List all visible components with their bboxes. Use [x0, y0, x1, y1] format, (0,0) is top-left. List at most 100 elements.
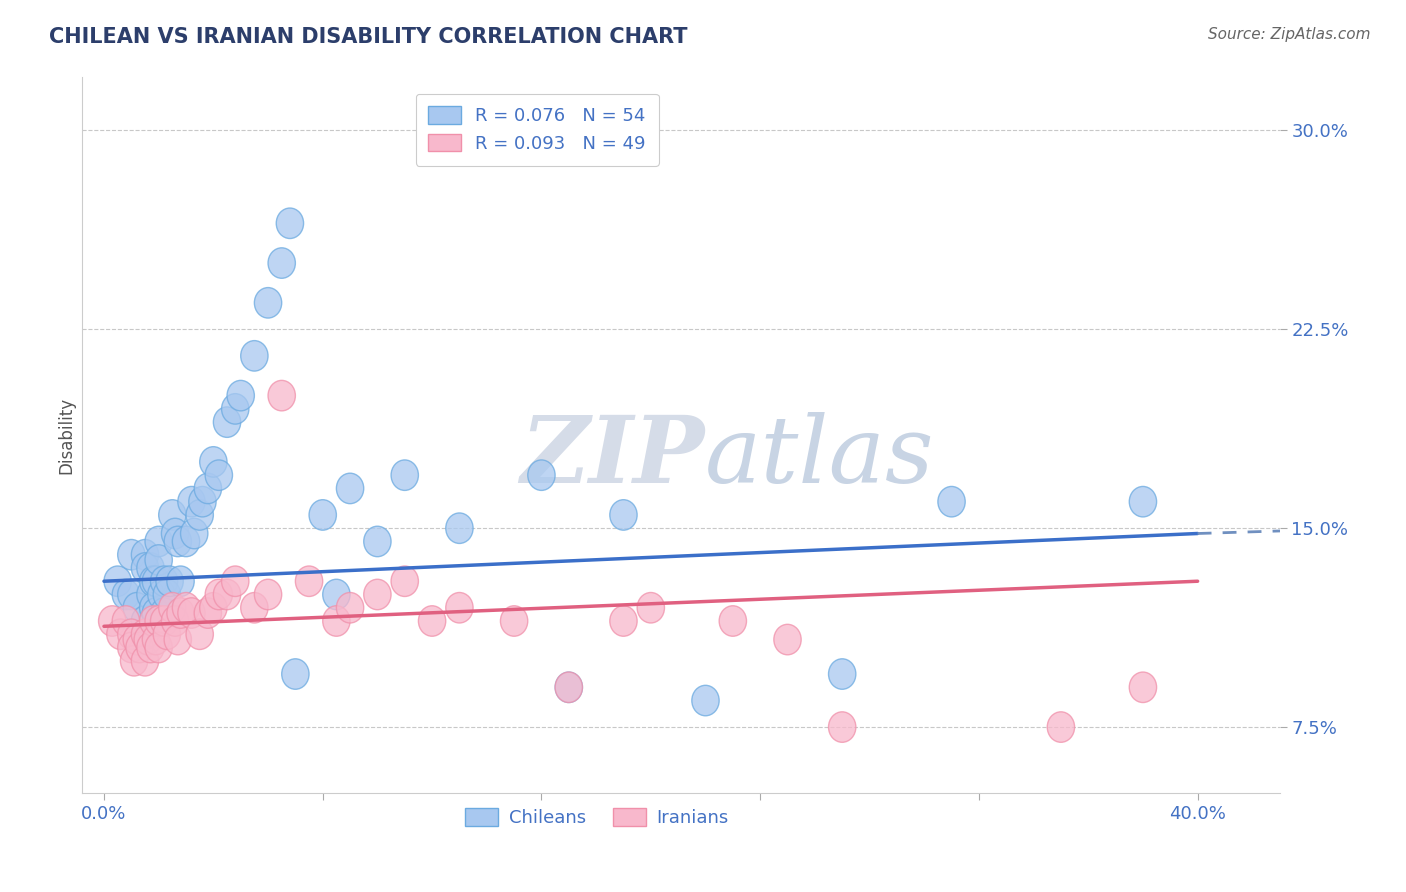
Ellipse shape: [131, 646, 159, 676]
Ellipse shape: [828, 712, 856, 742]
Ellipse shape: [153, 579, 180, 610]
Ellipse shape: [773, 624, 801, 655]
Ellipse shape: [121, 646, 148, 676]
Ellipse shape: [309, 500, 336, 530]
Ellipse shape: [145, 632, 173, 663]
Ellipse shape: [165, 624, 191, 655]
Ellipse shape: [1129, 672, 1157, 703]
Ellipse shape: [112, 606, 139, 636]
Ellipse shape: [118, 619, 145, 649]
Ellipse shape: [391, 566, 419, 597]
Ellipse shape: [139, 592, 167, 623]
Ellipse shape: [177, 598, 205, 628]
Ellipse shape: [501, 606, 527, 636]
Ellipse shape: [718, 606, 747, 636]
Ellipse shape: [142, 566, 170, 597]
Legend: Chileans, Iranians: Chileans, Iranians: [458, 801, 735, 834]
Ellipse shape: [131, 606, 159, 636]
Ellipse shape: [610, 500, 637, 530]
Ellipse shape: [281, 659, 309, 690]
Ellipse shape: [254, 579, 281, 610]
Ellipse shape: [159, 592, 186, 623]
Ellipse shape: [173, 526, 200, 557]
Ellipse shape: [98, 606, 127, 636]
Ellipse shape: [200, 447, 226, 477]
Ellipse shape: [104, 566, 131, 597]
Ellipse shape: [222, 393, 249, 424]
Ellipse shape: [131, 540, 159, 570]
Ellipse shape: [148, 579, 176, 610]
Ellipse shape: [200, 592, 226, 623]
Ellipse shape: [177, 486, 205, 517]
Ellipse shape: [142, 598, 170, 628]
Ellipse shape: [186, 619, 214, 649]
Ellipse shape: [118, 579, 145, 610]
Ellipse shape: [222, 566, 249, 597]
Ellipse shape: [173, 592, 200, 623]
Ellipse shape: [127, 632, 153, 663]
Ellipse shape: [150, 566, 177, 597]
Ellipse shape: [254, 287, 281, 318]
Ellipse shape: [419, 606, 446, 636]
Ellipse shape: [159, 500, 186, 530]
Ellipse shape: [295, 566, 323, 597]
Ellipse shape: [527, 460, 555, 491]
Ellipse shape: [134, 624, 162, 655]
Ellipse shape: [276, 208, 304, 238]
Ellipse shape: [240, 592, 269, 623]
Ellipse shape: [205, 579, 232, 610]
Ellipse shape: [214, 579, 240, 610]
Ellipse shape: [162, 606, 188, 636]
Ellipse shape: [112, 579, 139, 610]
Ellipse shape: [555, 672, 582, 703]
Ellipse shape: [269, 248, 295, 278]
Ellipse shape: [364, 526, 391, 557]
Ellipse shape: [142, 624, 170, 655]
Ellipse shape: [188, 486, 217, 517]
Ellipse shape: [167, 566, 194, 597]
Ellipse shape: [150, 598, 177, 628]
Ellipse shape: [391, 460, 419, 491]
Ellipse shape: [139, 566, 167, 597]
Ellipse shape: [136, 553, 165, 583]
Ellipse shape: [240, 341, 269, 371]
Ellipse shape: [446, 592, 472, 623]
Ellipse shape: [145, 545, 173, 575]
Ellipse shape: [1129, 486, 1157, 517]
Text: atlas: atlas: [704, 412, 935, 502]
Ellipse shape: [118, 632, 145, 663]
Ellipse shape: [150, 606, 177, 636]
Ellipse shape: [610, 606, 637, 636]
Ellipse shape: [186, 500, 214, 530]
Ellipse shape: [162, 518, 188, 549]
Ellipse shape: [167, 598, 194, 628]
Ellipse shape: [136, 632, 165, 663]
Ellipse shape: [156, 566, 183, 597]
Ellipse shape: [364, 579, 391, 610]
Ellipse shape: [131, 553, 159, 583]
Ellipse shape: [145, 526, 173, 557]
Text: ZIP: ZIP: [520, 412, 704, 502]
Ellipse shape: [124, 592, 150, 623]
Ellipse shape: [828, 659, 856, 690]
Ellipse shape: [323, 579, 350, 610]
Ellipse shape: [194, 473, 222, 504]
Ellipse shape: [153, 619, 180, 649]
Text: Source: ZipAtlas.com: Source: ZipAtlas.com: [1208, 27, 1371, 42]
Ellipse shape: [938, 486, 966, 517]
Ellipse shape: [637, 592, 665, 623]
Ellipse shape: [226, 380, 254, 411]
Ellipse shape: [194, 598, 222, 628]
Ellipse shape: [165, 526, 191, 557]
Ellipse shape: [118, 540, 145, 570]
Ellipse shape: [336, 473, 364, 504]
Ellipse shape: [139, 606, 167, 636]
Ellipse shape: [446, 513, 472, 543]
Ellipse shape: [107, 619, 134, 649]
Ellipse shape: [323, 606, 350, 636]
Ellipse shape: [269, 380, 295, 411]
Ellipse shape: [1047, 712, 1074, 742]
Ellipse shape: [205, 460, 232, 491]
Y-axis label: Disability: Disability: [58, 397, 75, 474]
Ellipse shape: [136, 579, 165, 610]
